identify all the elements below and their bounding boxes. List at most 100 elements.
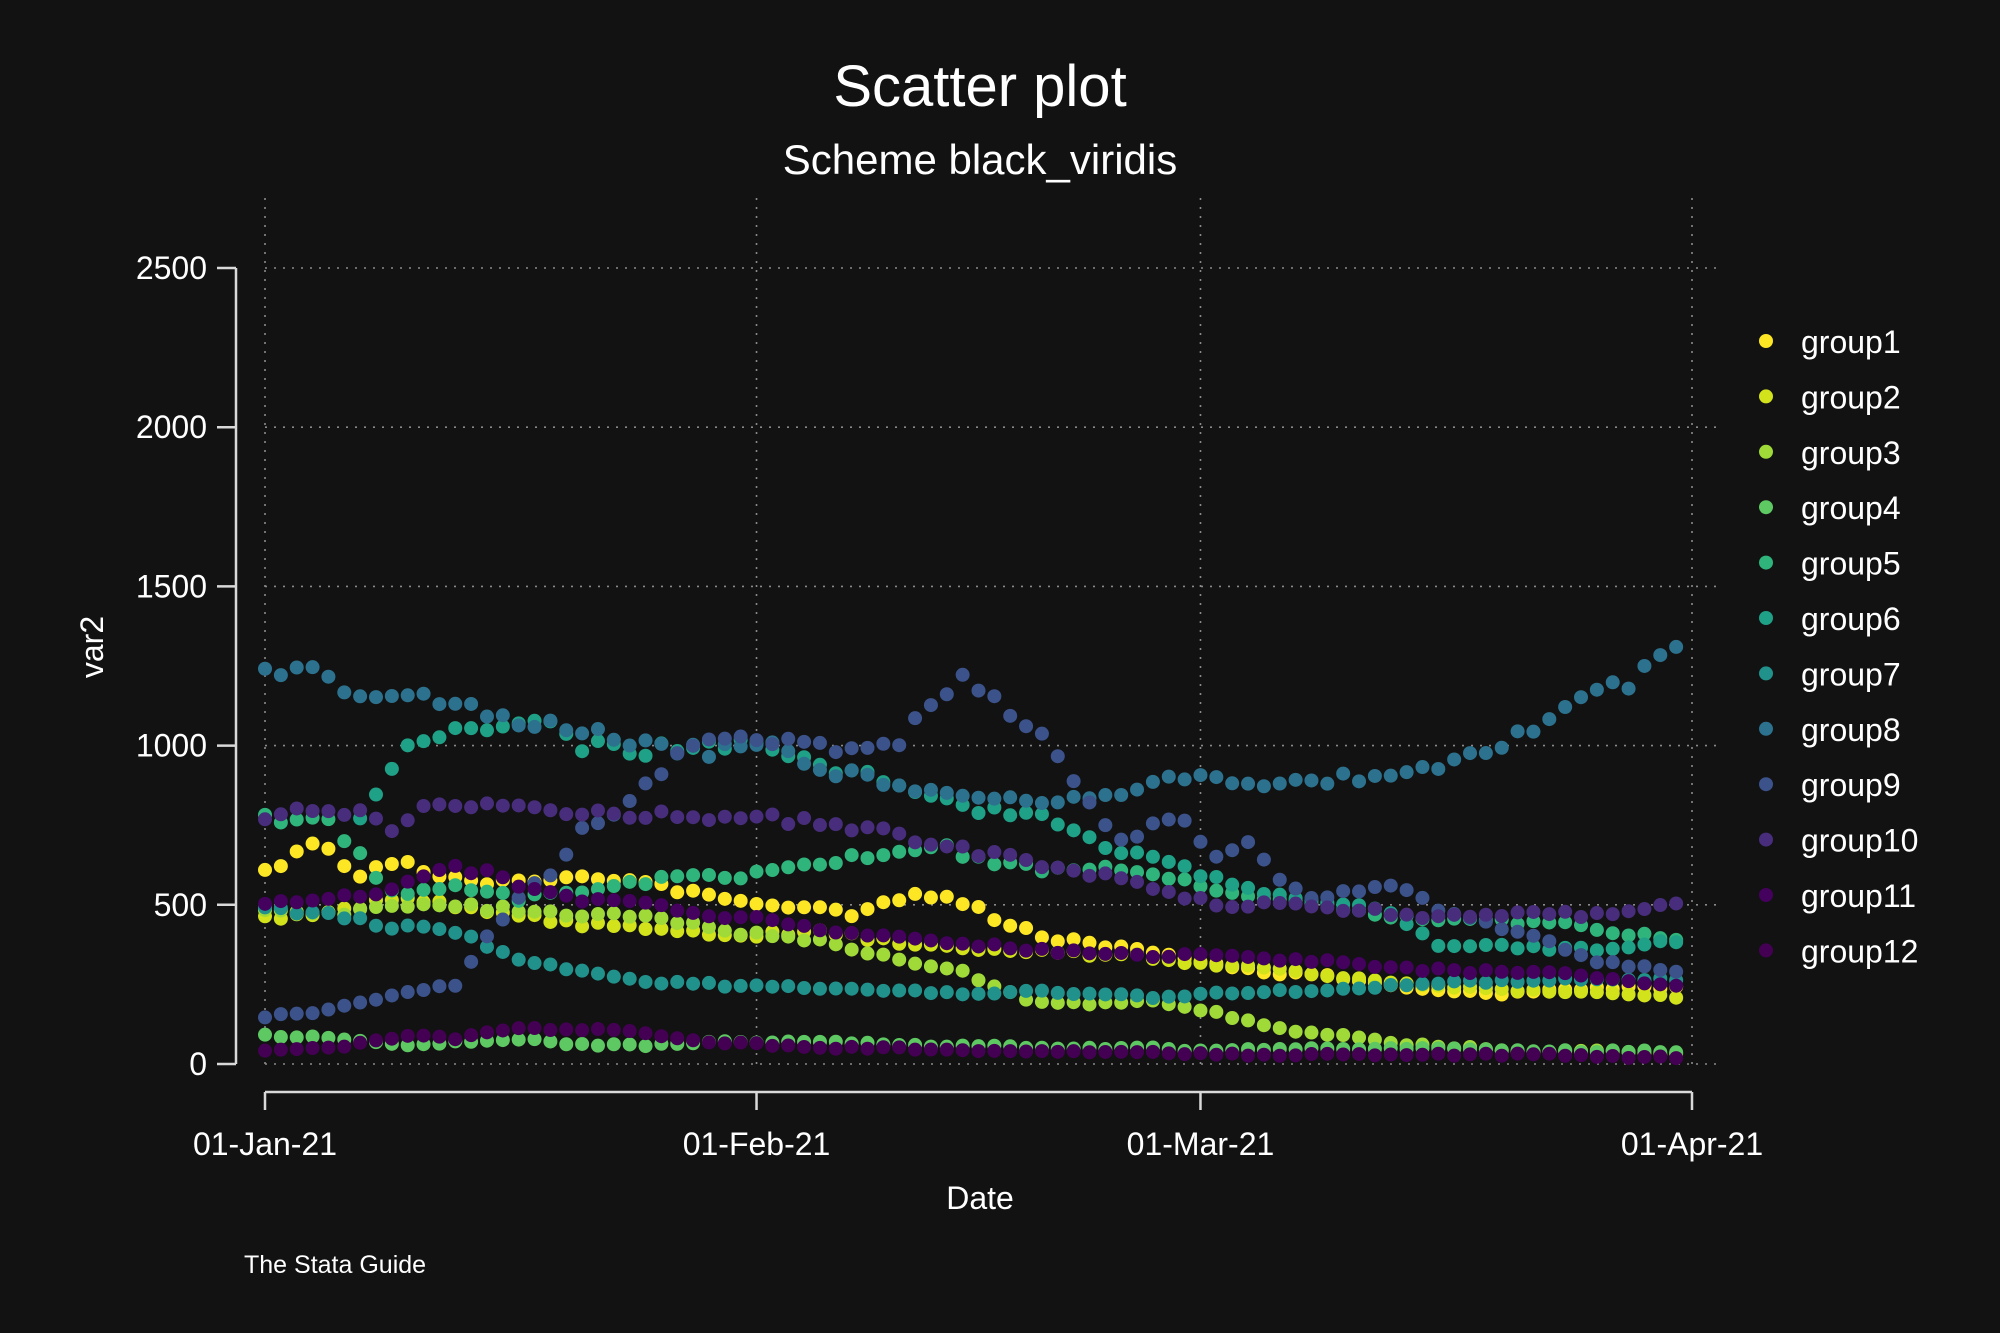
data-point-group7	[844, 981, 859, 996]
data-point-group10	[765, 807, 780, 822]
data-point-group7	[511, 952, 526, 967]
data-point-group1	[559, 870, 574, 885]
data-point-group9	[622, 794, 637, 809]
data-point-group10	[1510, 905, 1525, 920]
data-point-group12	[908, 1042, 923, 1057]
data-point-group3	[543, 904, 558, 919]
data-point-group11	[765, 913, 780, 928]
legend-marker	[1759, 943, 1773, 958]
data-point-group9	[797, 734, 812, 749]
data-point-group2	[1288, 963, 1303, 978]
data-point-group8	[908, 784, 923, 799]
data-point-group10	[1589, 906, 1604, 921]
data-point-group2	[1209, 958, 1224, 973]
data-point-group10	[1336, 903, 1351, 918]
data-point-group3	[781, 929, 796, 944]
data-point-group10	[1367, 901, 1382, 916]
data-point-group8	[400, 688, 415, 703]
data-point-group3	[1193, 1003, 1208, 1018]
data-point-group2	[1542, 984, 1557, 999]
data-point-group3	[908, 956, 923, 971]
x-tick-label: 01-Jan-21	[193, 1126, 337, 1162]
data-point-group1	[1050, 934, 1065, 949]
data-point-group10	[1637, 902, 1652, 917]
legend-label: group3	[1801, 435, 1901, 471]
data-point-group12	[701, 1035, 716, 1050]
legend-marker	[1759, 721, 1773, 736]
data-point-group10	[828, 817, 843, 832]
data-point-group8	[1383, 768, 1398, 783]
data-point-group12	[273, 1042, 288, 1057]
data-point-group7	[1336, 981, 1351, 996]
y-tick-label: 2500	[136, 250, 207, 286]
data-point-group12	[1256, 1047, 1271, 1062]
data-point-group10	[1272, 896, 1287, 911]
data-point-group11	[654, 898, 669, 913]
data-point-group10	[749, 809, 764, 824]
data-point-group3	[575, 909, 590, 924]
data-point-group7	[1399, 978, 1414, 993]
data-point-group1	[923, 890, 938, 905]
data-point-group11	[1019, 943, 1034, 958]
data-point-group9	[828, 745, 843, 760]
data-point-group10	[448, 798, 463, 813]
data-point-group9	[1066, 774, 1081, 789]
data-point-group11	[1272, 953, 1287, 968]
data-point-group11	[559, 888, 574, 903]
data-point-group10	[1050, 860, 1065, 875]
data-point-group7	[1114, 987, 1129, 1002]
data-point-group9	[1526, 928, 1541, 943]
data-point-group9	[1161, 812, 1176, 827]
data-point-group6	[432, 730, 447, 745]
data-point-group9	[432, 979, 447, 994]
data-point-group12	[987, 1043, 1002, 1058]
data-point-group1	[368, 860, 383, 875]
data-point-group7	[1272, 983, 1287, 998]
data-point-group10	[384, 824, 399, 839]
data-point-group10	[1399, 907, 1414, 922]
data-point-group9	[575, 820, 590, 835]
data-point-group8	[955, 788, 970, 803]
legend-marker	[1759, 444, 1773, 459]
data-point-group10	[1034, 860, 1049, 875]
data-point-group10	[1225, 900, 1240, 915]
data-point-group11	[1304, 954, 1319, 969]
data-point-group3	[448, 899, 463, 914]
data-point-group7	[590, 966, 605, 981]
data-point-group9	[1272, 872, 1287, 887]
data-point-group7	[781, 979, 796, 994]
data-point-group11	[590, 892, 605, 907]
data-point-group8	[527, 719, 542, 734]
data-point-group10	[638, 810, 653, 825]
data-point-group3	[622, 909, 637, 924]
data-point-group8	[1399, 765, 1414, 780]
data-point-group3	[1304, 1025, 1319, 1040]
data-point-group10	[1431, 909, 1446, 924]
data-point-group8	[622, 738, 637, 753]
data-point-group6	[1034, 807, 1049, 822]
data-point-group6	[1019, 805, 1034, 820]
data-point-group12	[749, 1036, 764, 1051]
data-point-group5	[717, 870, 732, 885]
data-point-group9	[812, 735, 827, 750]
data-point-group8	[1114, 787, 1129, 802]
data-point-group7	[971, 986, 986, 1001]
data-point-group4	[258, 1027, 272, 1042]
data-point-group10	[1193, 891, 1208, 906]
data-point-group11	[1510, 965, 1525, 980]
data-point-group9	[987, 689, 1002, 704]
data-point-group11	[1256, 951, 1271, 966]
data-point-group5	[1161, 871, 1176, 886]
data-point-group10	[1209, 898, 1224, 913]
legend-marker	[1759, 666, 1773, 681]
data-point-group3	[670, 916, 685, 931]
data-point-group8	[1637, 658, 1652, 673]
data-point-group9	[1399, 883, 1414, 898]
data-point-group9	[353, 995, 368, 1010]
data-point-group4	[527, 1032, 542, 1047]
data-point-group7	[1130, 988, 1145, 1003]
data-point-group6	[1114, 846, 1129, 861]
data-point-group8	[416, 686, 431, 701]
data-point-group7	[337, 911, 352, 926]
